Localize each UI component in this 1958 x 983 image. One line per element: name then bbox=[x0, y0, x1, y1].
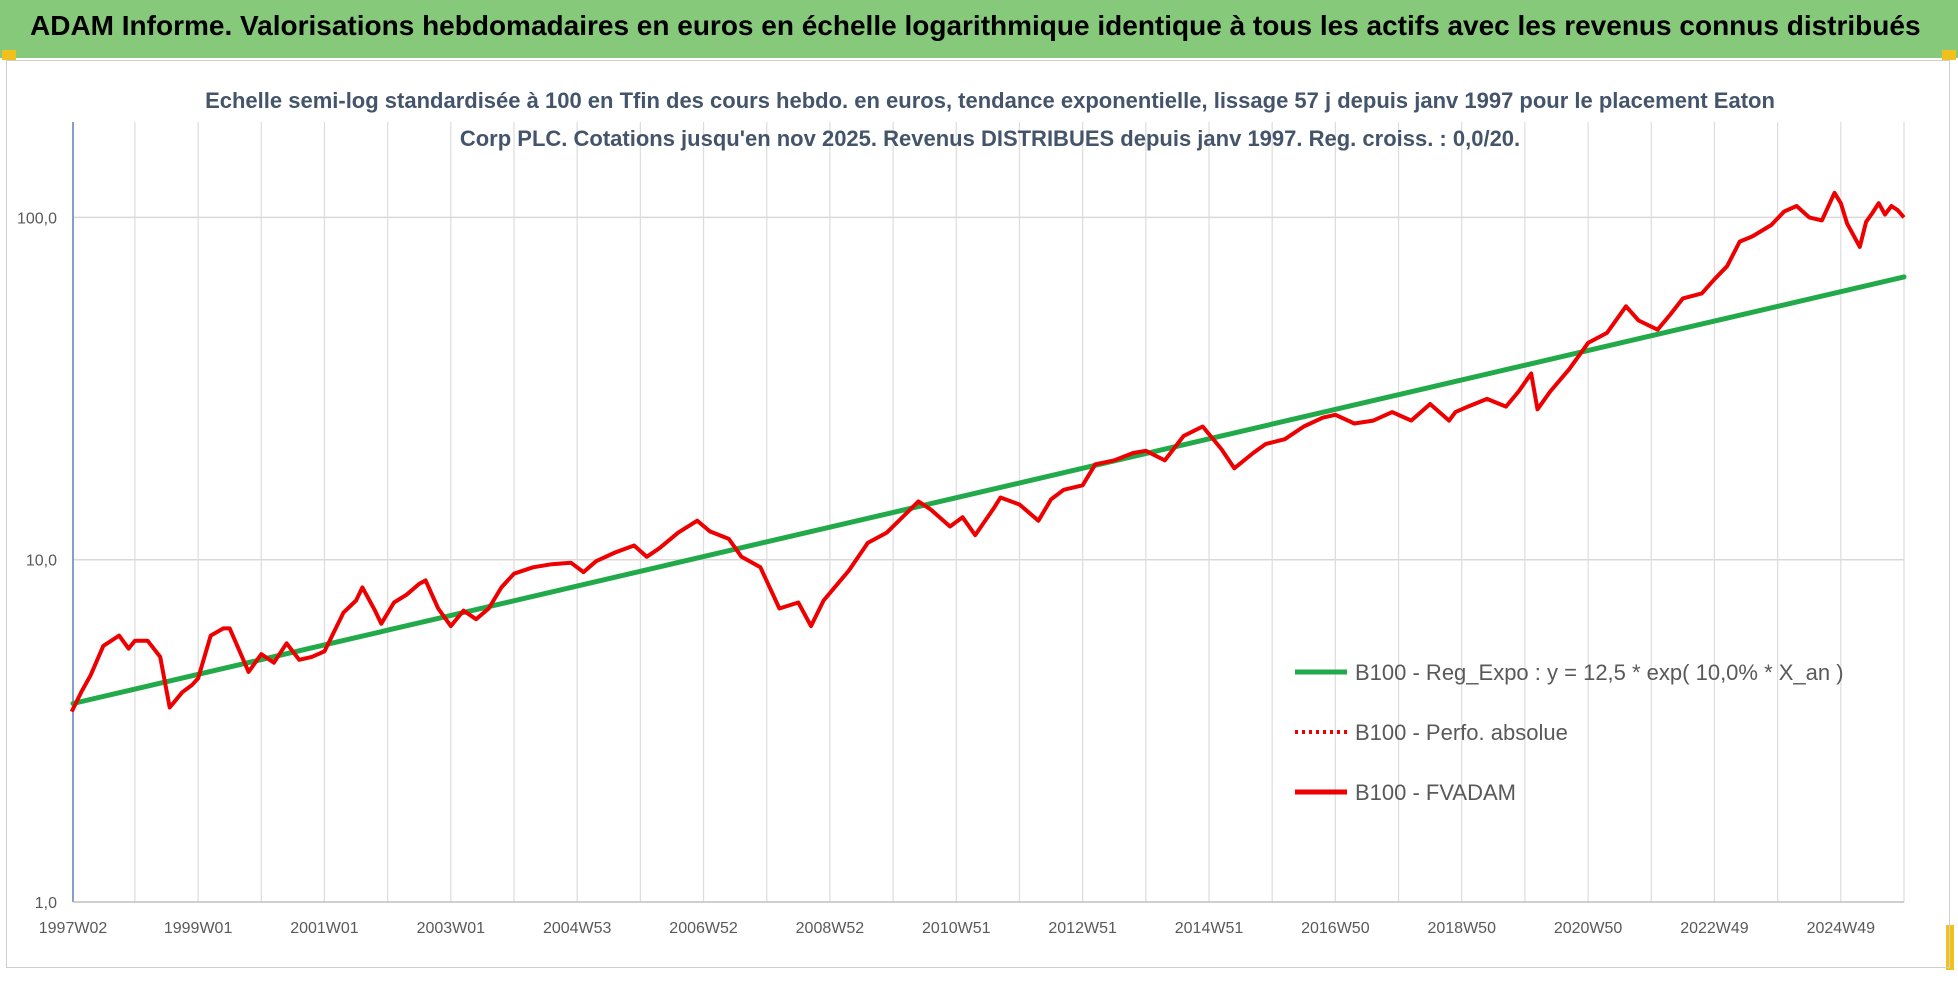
legend-label: B100 - FVADAM bbox=[1355, 780, 1516, 805]
x-tick-label: 2016W50 bbox=[1301, 920, 1370, 937]
chart-legend: B100 - Reg_Expo : y = 12,5 * exp( 10,0% … bbox=[1295, 660, 1844, 805]
legend-item: B100 - FVADAM bbox=[1295, 780, 1516, 805]
chart-frame bbox=[6, 60, 1950, 968]
legend-item: B100 - Perfo. absolue bbox=[1295, 720, 1568, 745]
legend-label: B100 - Perfo. absolue bbox=[1355, 720, 1568, 745]
x-tick-label: 2003W01 bbox=[417, 920, 486, 937]
chart-series bbox=[69, 190, 1907, 713]
x-tick-label: 2018W50 bbox=[1427, 920, 1496, 937]
series-line-fvadam bbox=[69, 190, 1906, 713]
legend-item: B100 - Reg_Expo : y = 12,5 * exp( 10,0% … bbox=[1295, 660, 1844, 685]
chart-grid bbox=[73, 122, 1905, 902]
series-line-reg-expo bbox=[70, 274, 1907, 706]
x-tick-label: 2022W49 bbox=[1680, 920, 1749, 937]
chart-axes: 1,0 10,0 100,0 1997W02 1999W01 2001W01 2003W01… bbox=[17, 122, 1904, 937]
corner-marker-top-right bbox=[1942, 50, 1956, 60]
x-tick-label: 2020W50 bbox=[1554, 920, 1623, 937]
y-tick-label: 100,0 bbox=[17, 210, 57, 227]
corner-marker-top-left bbox=[2, 50, 16, 60]
x-tick-label: 2024W49 bbox=[1807, 920, 1876, 937]
x-tick-label: 2001W01 bbox=[290, 920, 359, 937]
legend-label: B100 - Reg_Expo : y = 12,5 * exp( 10,0% … bbox=[1355, 660, 1844, 685]
x-tick-label: 1999W01 bbox=[164, 920, 233, 937]
x-tick-label: 2012W51 bbox=[1048, 920, 1117, 937]
x-tick-label: 2014W51 bbox=[1175, 920, 1244, 937]
page-banner-title: ADAM Informe. Valorisations hebdomadaire… bbox=[0, 0, 1958, 58]
x-tick-label: 2004W53 bbox=[543, 920, 612, 937]
x-tick-label: 2010W51 bbox=[922, 920, 991, 937]
x-tick-label: 1997W02 bbox=[39, 920, 108, 937]
y-tick-label: 10,0 bbox=[26, 553, 57, 570]
y-tick-label: 1,0 bbox=[35, 895, 57, 912]
chart-title: Echelle semi-log standardisée à 100 en T… bbox=[205, 88, 1775, 151]
x-tick-label: 2006W52 bbox=[669, 920, 738, 937]
x-tick-label: 2008W52 bbox=[796, 920, 865, 937]
corner-marker-bottom-right bbox=[1946, 925, 1954, 970]
